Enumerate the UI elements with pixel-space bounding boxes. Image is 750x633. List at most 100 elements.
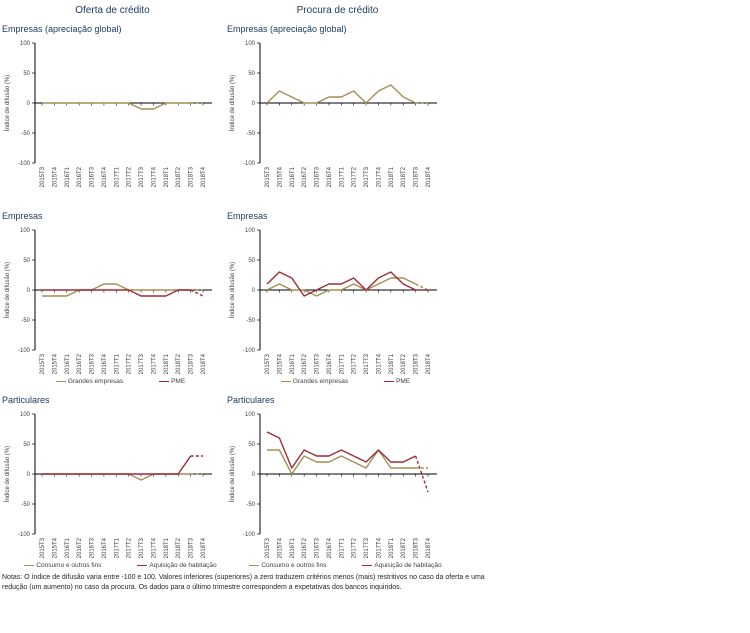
x-tick-label: 2016T3 bbox=[90, 166, 96, 187]
chart-title: Particulares bbox=[2, 395, 50, 405]
x-tick-label: 2017T1 bbox=[114, 537, 120, 558]
x-tick-label: 2017T2 bbox=[352, 353, 358, 374]
y-tick-label: 100 bbox=[20, 41, 31, 47]
x-tick-label: 2018T4 bbox=[201, 537, 207, 558]
x-tick-label: 2015T3 bbox=[265, 537, 271, 558]
x-tick-label: 2016T2 bbox=[302, 353, 308, 374]
y-tick-label: 50 bbox=[23, 258, 30, 264]
y-tick-label: 0 bbox=[27, 288, 31, 294]
chart-cell-oferta-empresas: Empresas 100 50 0 -50 -100 Índice de difusão … bbox=[0, 211, 225, 385]
y-tick-label: -100 bbox=[243, 348, 256, 354]
y-axis-label: Índice de difusão (%) bbox=[229, 262, 236, 318]
y-tick-label: -50 bbox=[246, 502, 255, 508]
x-tick-label: 2017T1 bbox=[114, 166, 120, 187]
chart-cell-procura-particulares: Particulares 100 50 0 -50 -100 Índice de difu… bbox=[225, 395, 450, 569]
legend-swatch-red bbox=[384, 380, 395, 383]
legend-item-habitacao: Aquisição de habitação bbox=[362, 562, 442, 569]
x-tick-label: 2016T2 bbox=[302, 166, 308, 187]
y-tick-label: 100 bbox=[245, 228, 256, 234]
column-title-procura: Procura de crédito bbox=[296, 5, 379, 16]
legend-label: Aquisição de habitação bbox=[149, 562, 217, 569]
legend-item-pme: PME bbox=[384, 378, 410, 385]
x-tick-label: 2016T1 bbox=[290, 166, 296, 187]
series-line bbox=[267, 449, 416, 475]
legend-item-habitacao: Aquisição de habitação bbox=[137, 562, 217, 569]
x-tick-label: 2015T3 bbox=[40, 166, 46, 187]
x-tick-label: 2018T2 bbox=[401, 353, 407, 374]
x-tick-label: 2018T1 bbox=[389, 166, 395, 187]
legend-item-consumo: Consumo e outros fins bbox=[249, 562, 326, 569]
x-tick-label: 2016T4 bbox=[327, 537, 333, 558]
x-tick-label: 2015T4 bbox=[277, 537, 283, 558]
x-tick-label: 2016T4 bbox=[327, 353, 333, 374]
y-tick-label: 0 bbox=[27, 101, 31, 107]
x-tick-label: 2017T4 bbox=[151, 537, 157, 558]
x-tick-label: 2017T4 bbox=[376, 353, 382, 374]
line-chart-procura-empresas-global: 100 50 0 -50 -100 Índice de difusão (%) 2015T3… bbox=[229, 41, 437, 187]
chart-cell-oferta-particulares: Particulares 100 50 0 -50 -100 Índice de difu… bbox=[0, 395, 225, 569]
x-tick-label: 2017T4 bbox=[376, 166, 382, 187]
x-tick-label: 2015T3 bbox=[265, 353, 271, 374]
y-tick-label: -50 bbox=[21, 131, 30, 137]
series-line bbox=[42, 455, 192, 475]
line-chart-oferta-empresas: 100 50 0 -50 -100 Índice de difusão (%) 2015T3… bbox=[4, 228, 212, 374]
y-tick-label: -50 bbox=[246, 131, 255, 137]
x-tick-label: 2016T4 bbox=[102, 166, 108, 187]
legend-label: Consumo e outros fins bbox=[261, 562, 327, 569]
y-tick-label: -50 bbox=[246, 318, 255, 324]
x-tick-label: 2018T2 bbox=[176, 166, 182, 187]
x-tick-label: 2018T3 bbox=[414, 166, 420, 187]
column-headers: Oferta de crédito Procura de crédito bbox=[0, 0, 750, 16]
series-line-dashed bbox=[414, 455, 429, 493]
x-tick-label: 2016T1 bbox=[290, 537, 296, 558]
y-axis-label: Índice de difusão (%) bbox=[229, 75, 236, 131]
series-line bbox=[266, 431, 416, 469]
y-tick-label: 100 bbox=[20, 228, 31, 234]
y-tick-label: 100 bbox=[20, 412, 31, 418]
y-axis-label: Índice de difusão (%) bbox=[4, 446, 11, 502]
series-line bbox=[266, 277, 416, 297]
y-tick-label: -100 bbox=[243, 532, 256, 538]
x-tick-label: 2016T1 bbox=[65, 166, 71, 187]
x-tick-label: 2015T3 bbox=[40, 537, 46, 558]
x-tick-label: 2017T3 bbox=[139, 537, 145, 558]
x-tick-label: 2018T1 bbox=[164, 353, 170, 374]
x-tick-label: 2017T1 bbox=[114, 353, 120, 374]
x-tick-label: 2018T2 bbox=[176, 353, 182, 374]
x-tick-label: 2018T3 bbox=[189, 353, 195, 374]
x-tick-label: 2018T2 bbox=[401, 537, 407, 558]
chart-title: Particulares bbox=[227, 395, 275, 405]
x-tick-label: 2017T2 bbox=[352, 537, 358, 558]
line-chart-oferta-particulares: 100 50 0 -50 -100 Índice de difusão (%) 2015T3… bbox=[4, 412, 212, 558]
x-tick-label: 2015T4 bbox=[52, 353, 58, 374]
line-chart-oferta-empresas-global: 100 50 0 -50 -100 Índice de difusão (%) 2015T3… bbox=[4, 41, 212, 187]
chart-legend: Consumo e outros fins Aquisição de habit… bbox=[227, 562, 450, 569]
x-tick-label: 2016T2 bbox=[302, 537, 308, 558]
y-tick-label: 50 bbox=[248, 442, 255, 448]
y-axis-label: Índice de difusão (%) bbox=[4, 262, 11, 318]
x-tick-label: 2017T3 bbox=[364, 537, 370, 558]
chart-legend: Grandes empresas PME bbox=[227, 378, 450, 385]
legend-label: Consumo e outros fins bbox=[36, 562, 102, 569]
y-tick-label: 50 bbox=[248, 258, 255, 264]
x-tick-label: 2017T1 bbox=[339, 353, 345, 374]
x-tick-label: 2016T3 bbox=[90, 537, 96, 558]
chart-legend: Grandes empresas PME bbox=[2, 378, 225, 385]
series-line bbox=[42, 289, 191, 297]
x-tick-label: 2016T3 bbox=[315, 537, 321, 558]
x-tick-label: 2017T1 bbox=[339, 166, 345, 187]
x-tick-label: 2016T1 bbox=[290, 353, 296, 374]
y-tick-label: -50 bbox=[21, 502, 30, 508]
y-axis-label: Índice de difusão (%) bbox=[229, 446, 236, 502]
series-line-dashed bbox=[190, 289, 204, 297]
x-tick-label: 2018T2 bbox=[401, 166, 407, 187]
series-line-dashed bbox=[415, 283, 429, 291]
legend-swatch-red bbox=[362, 564, 373, 567]
x-tick-label: 2018T1 bbox=[389, 353, 395, 374]
legend-label: Grandes empresas bbox=[292, 378, 349, 385]
x-tick-label: 2018T1 bbox=[389, 537, 395, 558]
x-tick-label: 2017T4 bbox=[151, 166, 157, 187]
y-tick-label: 50 bbox=[248, 71, 255, 77]
y-tick-label: 100 bbox=[245, 41, 256, 47]
